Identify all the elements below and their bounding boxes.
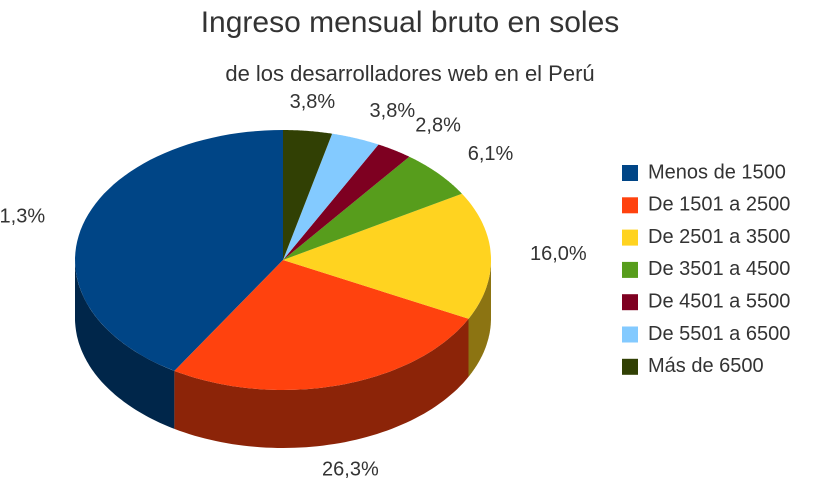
pie-slice [174,260,469,390]
data-label: 2,8% [415,115,461,137]
pie-slice [283,193,491,319]
pie-slice [283,130,333,260]
pie-tops [75,130,491,390]
legend-swatch [622,165,638,181]
legend-swatch [622,261,638,278]
pie-slice [283,133,379,260]
legend-label: De 1501 a 2500 [648,194,790,216]
data-label: 3,8% [290,91,336,113]
legend-swatch [622,197,638,214]
legend-swatch [622,229,638,246]
legend-label: De 5501 a 6500 [648,323,790,345]
data-label: 26,3% [322,458,379,480]
legend-swatch [622,326,638,343]
legend-swatch [622,294,638,311]
legend-label: Más de 6500 [648,355,764,377]
chart-title: Ingreso mensual bruto en soles [201,6,620,39]
pie-slice [283,144,410,260]
data-label: 41,3% [0,205,45,227]
legend-label: De 2501 a 3500 [648,226,790,248]
legend-label: Menos de 1500 [648,161,786,183]
data-label: 3,8% [370,100,416,122]
data-label: 6,1% [468,143,514,165]
chart-subtitle: de los desarrolladores web en el Perú [225,61,594,86]
pie-side [75,260,175,429]
pie-side [468,260,491,377]
pie-sides [75,260,491,448]
legend-swatch [622,358,638,375]
pie-slice [75,130,283,371]
legend-label: De 3501 a 4500 [648,258,790,280]
legend-label: De 4501 a 5500 [648,290,790,312]
pie-side [174,318,469,448]
data-label: 16,0% [530,243,587,265]
pie-slice [283,156,462,260]
